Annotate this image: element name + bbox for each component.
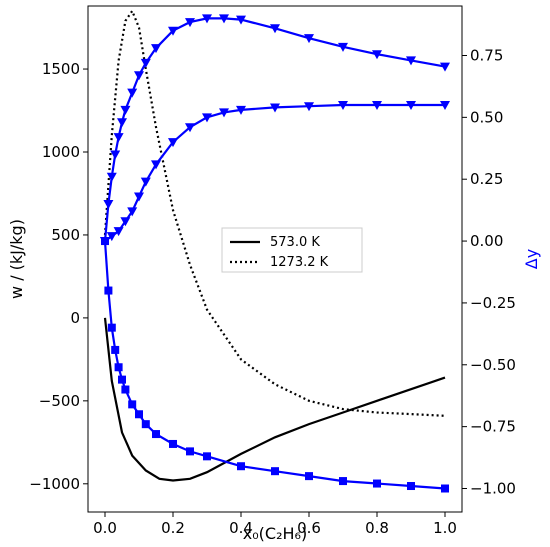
- y-left-tick-label-2: 0: [70, 309, 80, 327]
- delta-y-series-0-point-7: [128, 400, 137, 409]
- x-tick-label-3: 0.6: [297, 519, 321, 537]
- x-tick-label-2: 0.4: [229, 519, 253, 537]
- delta-y-series-0-point-6: [121, 385, 130, 394]
- x-tick-label-4: 0.8: [365, 519, 389, 537]
- delta-y-series-1-line: [104, 103, 445, 242]
- y-right-tick-label-5: 0.25: [470, 170, 503, 188]
- delta-y-series-1-point-4: [127, 207, 138, 217]
- x-tick-label-5: 1.0: [433, 519, 457, 537]
- y-left-tick-label-0: −1000: [29, 475, 80, 493]
- delta-y-series-1-point-5: [134, 192, 144, 202]
- y-axis-label-left: w / (kJ/kg): [7, 219, 26, 299]
- delta-y-series-0-point-5: [118, 375, 126, 384]
- delta-y-series-2-point-15: [236, 15, 246, 25]
- delta-y-series-0-point-16: [305, 472, 313, 481]
- data-layer: [100, 8, 450, 493]
- delta-y-series-2-point-18: [338, 42, 348, 52]
- delta-y-series-0-point-4: [114, 363, 123, 372]
- delta-y-series-2-point-21: [440, 62, 450, 72]
- delta-y-series-1-point-2: [113, 227, 124, 237]
- delta-y-series-2-point-0: [100, 237, 110, 247]
- delta-y-series-0-point-1: [104, 286, 113, 295]
- delta-y-series-0-point-17: [339, 477, 347, 486]
- legend-label-1: 1273.2 K: [270, 255, 329, 270]
- delta-y-series-0-point-8: [135, 410, 143, 419]
- delta-y-series-2-point-13: [202, 14, 212, 24]
- delta-y-series-2-point-11: [168, 26, 178, 36]
- delta-y-series-2-point-16: [270, 24, 280, 34]
- plot-frame: [87, 5, 463, 513]
- delta-y-series-1-point-1: [106, 232, 117, 242]
- delta-y-series-2-point-3: [110, 150, 121, 160]
- delta-y-series-1-point-12: [236, 105, 246, 115]
- y-left-tick-label-3: 500: [51, 226, 80, 244]
- legend-label-0: 573.0 K: [270, 235, 320, 250]
- y-axis-label-right: Δy: [522, 249, 541, 269]
- delta-y-series-1-point-6: [140, 177, 151, 187]
- delta-y-series-0-point-15: [271, 467, 279, 476]
- y-right-tick-label-7: 0.75: [470, 46, 503, 64]
- delta-y-series-1-point-15: [338, 100, 348, 110]
- delta-y-series-2-point-7: [127, 88, 138, 98]
- delta-y-series-1-point-8: [168, 138, 178, 148]
- x-axis-label: x₀(C₂H₆): [243, 524, 307, 543]
- y-right-tick-label-6: 0.50: [470, 108, 503, 126]
- y-left-tick-label-1: −500: [39, 392, 80, 410]
- delta-y-series-1-point-11: [219, 108, 229, 118]
- delta-y-series-2-point-19: [372, 50, 382, 60]
- axis-layer: 0.0 0.2 0.4 0.6 0.8 1.0 −1000 −500 0 500 1000 1500 −…: [29, 46, 516, 537]
- delta-y-series-0-point-11: [169, 439, 177, 448]
- delta-y-series-1-point-13: [270, 103, 280, 113]
- delta-y-series-2-point-14: [219, 14, 229, 24]
- y-right-tick-label-4: 0.00: [470, 232, 503, 250]
- delta-y-series-0-point-13: [203, 452, 211, 461]
- y-left-tick-label-5: 1500: [42, 60, 80, 78]
- work-series-0-line: [103, 317, 446, 482]
- delta-y-series-1-point-3: [120, 217, 131, 227]
- y-left-tick-label-4: 1000: [42, 143, 80, 161]
- delta-y-series-1-point-9: [185, 123, 195, 133]
- y-right-tick-label-1: −0.75: [470, 418, 516, 436]
- delta-y-series-2-point-17: [304, 34, 314, 44]
- legend: 573.0 K 1273.2 K: [221, 227, 363, 273]
- delta-y-series-2-point-9: [140, 58, 151, 68]
- y-right-tick-label-0: −1.00: [470, 479, 516, 497]
- delta-y-series-2-point-8: [134, 71, 144, 81]
- legend-box: [221, 227, 363, 273]
- delta-y-series-0-point-20: [441, 484, 449, 493]
- delta-y-series-2-line: [103, 17, 446, 242]
- x-tick-label-0: 0.0: [93, 519, 117, 537]
- delta-y-series-1-point-14: [304, 102, 314, 112]
- delta-y-series-1-point-10: [202, 113, 212, 123]
- delta-y-series-0-point-10: [152, 430, 160, 439]
- delta-y-series-2-point-5: [117, 118, 127, 128]
- delta-y-series-2-point-1: [103, 199, 114, 209]
- delta-y-series-2-point-4: [113, 133, 124, 143]
- delta-y-series-0-point-18: [373, 479, 381, 488]
- delta-y-series-0-point-19: [407, 482, 415, 491]
- delta-y-series-1-point-16: [372, 100, 382, 110]
- y-right-tick-label-3: −0.25: [470, 294, 516, 312]
- delta-y-series-2-point-12: [185, 18, 195, 28]
- delta-y-series-0-line: [103, 241, 446, 490]
- delta-y-series-0-point-14: [237, 462, 245, 471]
- work-series-1-line: [103, 8, 446, 417]
- delta-y-series-0-point-2: [107, 323, 116, 332]
- delta-y-series-2-point-6: [120, 105, 131, 115]
- delta-y-series-1-point-17: [406, 100, 416, 110]
- x-tick-label-1: 0.2: [161, 519, 185, 537]
- delta-y-series-1-point-7: [151, 160, 161, 170]
- y-right-tick-label-2: −0.50: [470, 356, 516, 374]
- delta-y-series-2-point-20: [406, 56, 416, 66]
- delta-y-series-0-point-12: [186, 447, 194, 456]
- delta-y-series-0-point-3: [111, 345, 120, 354]
- delta-y-series-2-point-2: [106, 172, 117, 182]
- delta-y-series-2-point-10: [151, 44, 161, 54]
- delta-y-series-1-point-18: [440, 100, 450, 110]
- delta-y-series-0-point-9: [141, 420, 150, 429]
